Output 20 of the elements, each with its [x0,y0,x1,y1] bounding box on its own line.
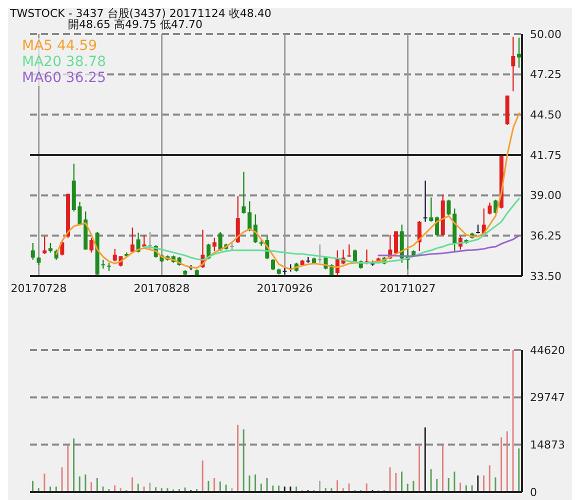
y-tick-label: 36.25 [530,230,562,243]
text: MA20 38.78 [22,54,106,70]
text: MA5 44.59 [22,38,98,54]
y-tick-label: 44620 [530,344,565,357]
x-tick-label: 20171027 [380,282,436,295]
chart-title: TWSTOCK - 3437 台股(3437) 20171124 收48.40 [10,7,272,20]
y-tick-label: 0 [530,486,537,499]
y-tick-label: 29747 [530,391,565,404]
x-tick-label: 20170728 [10,282,67,295]
y-tick-label: 44.50 [530,108,562,122]
y-tick-label: 33.50 [530,270,562,283]
chart-subtitle: 開48.65 高49.75 低47.70 [68,18,202,31]
y-tick-label: 41.75 [530,148,562,162]
x-tick-label: 20170828 [134,282,190,295]
y-tick-label: 39.00 [530,189,562,202]
y-tick-label: 14873 [530,438,565,452]
x-tick-label: 20170926 [256,282,313,295]
y-tick-label: 50.00 [530,28,562,41]
y-tick-label: 47.25 [530,68,562,82]
text: MA60 36.25 [22,70,106,86]
